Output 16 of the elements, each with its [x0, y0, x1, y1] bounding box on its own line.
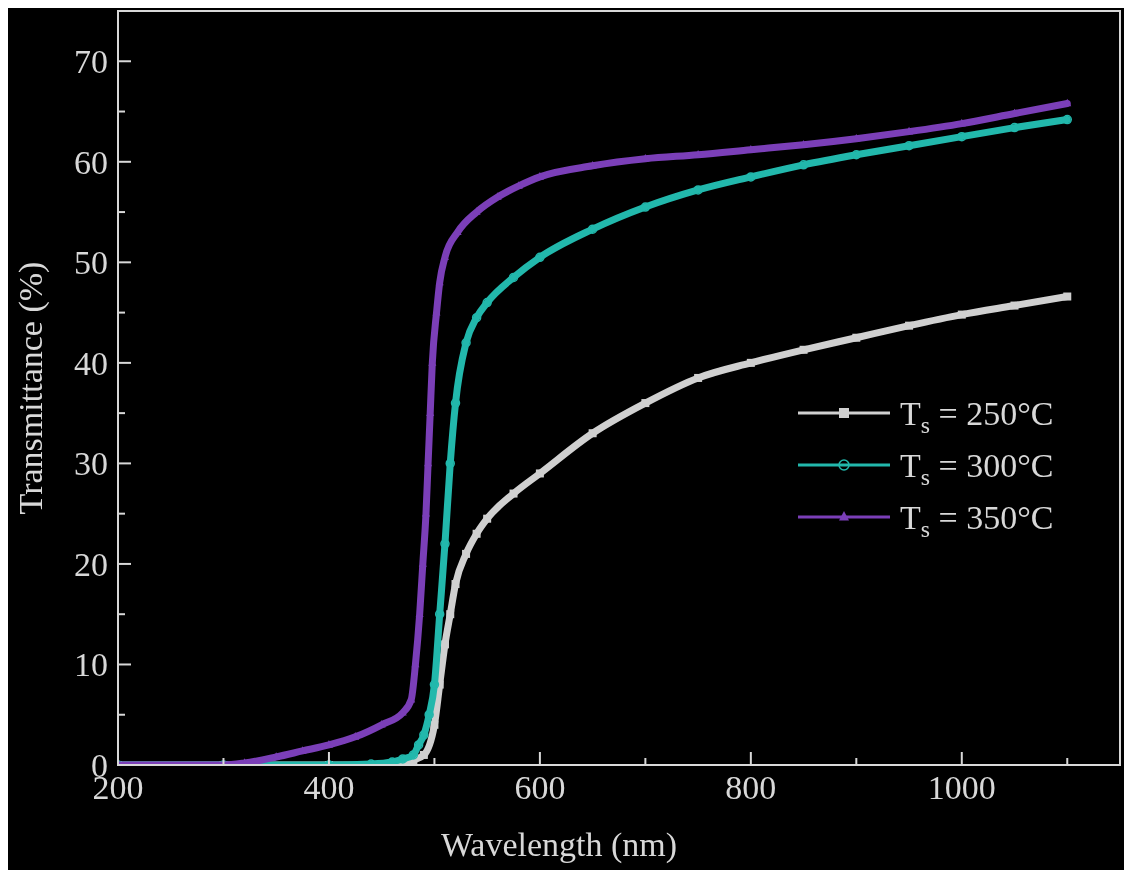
legend-label: T$_{s}$ = 350°C: [900, 498, 1054, 543]
legend-label: T$_{s}$ = 300°C: [900, 446, 1054, 491]
y-tick-label: 10: [74, 646, 108, 684]
y-tick-label: 20: [74, 545, 108, 583]
y-axis-title: Transmittance (%): [12, 261, 50, 515]
y-tick-label: 50: [74, 244, 108, 282]
y-tick-label: 60: [74, 143, 108, 181]
y-tick-label: 70: [74, 43, 108, 81]
x-tick-label: 800: [725, 769, 777, 806]
legend-label: T$_{s}$ = 250°C: [900, 394, 1054, 439]
x-axis-title: Wavelength (nm): [440, 826, 678, 864]
x-tick-label: 1000: [927, 769, 996, 806]
x-tick-label: 600: [514, 769, 566, 806]
y-tick-label: 30: [74, 445, 108, 483]
y-tick-label: 40: [74, 344, 108, 382]
x-tick-label: 400: [303, 769, 355, 806]
